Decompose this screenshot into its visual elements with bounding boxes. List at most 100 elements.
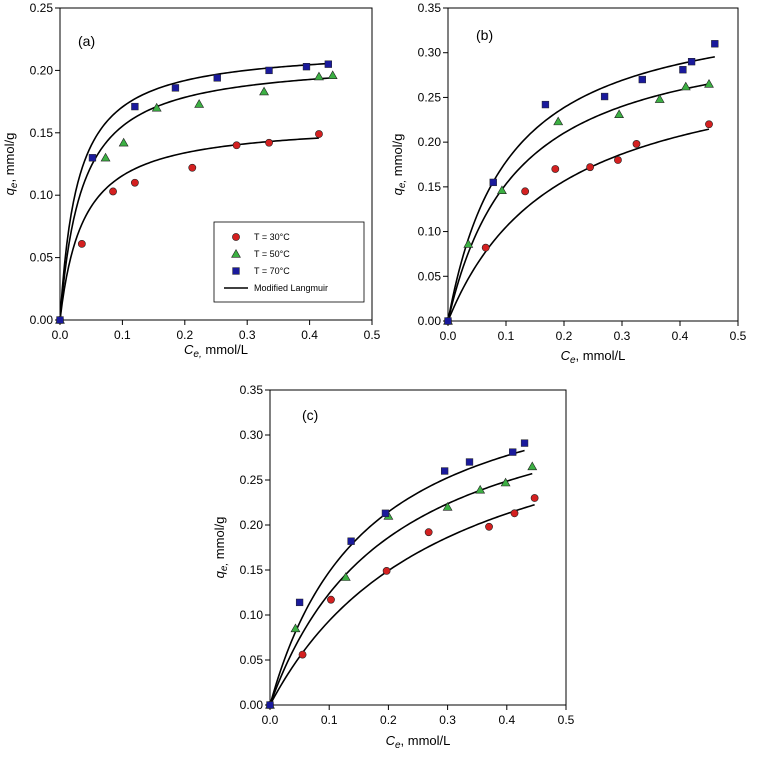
y-tick-label: 0.35 [240,383,264,397]
y-tick-label: 0.15 [30,126,54,140]
x-tick-label: 0.2 [556,329,573,343]
x-tick-label: 0.0 [440,329,457,343]
fit-curve-0 [59,137,320,321]
data-point-s1-1 [463,239,474,248]
x-axis-unit: , mmol/L [576,348,626,363]
y-axis-symbol: q [390,187,405,195]
data-point-s0-5 [614,156,622,164]
plot-frame [269,389,567,706]
x-axis-subscript: e [570,355,576,366]
data-point-s2-1 [489,178,497,187]
data-point-s1-5 [259,86,269,96]
data-point-s0-6 [265,138,273,147]
fit-curve-2 [447,56,715,322]
fit-curve-0 [269,503,535,706]
data-point-s0-7 [530,494,539,502]
data-point-s0-1 [77,239,86,248]
data-point-s0-5 [485,522,493,531]
data-point-s0-1 [298,650,307,659]
data-point-s2-1 [295,598,304,607]
panel-c: 0.0 0.1 0.2 0.3 0.4 0.5 0.00 0.05 0.10 0.15 0.20 0.… [212,383,575,751]
legend-marker-2 [232,267,240,275]
legend-marker-1 [231,248,241,258]
x-tick-label: 0.5 [558,713,575,727]
x-tick-label: 0.0 [262,713,279,727]
x-tick-label: 0.1 [498,329,515,343]
data-point-s1-1 [100,152,111,162]
plot-frame [447,7,739,322]
legend-label-0: T = 30°C [254,232,290,242]
data-point-s2-6 [687,58,696,66]
data-point-s2-2 [541,100,550,109]
data-point-s1-4 [614,109,625,119]
fit-curve-2 [59,62,329,321]
data-point-s2-1 [88,154,97,162]
panel-label: (a) [78,33,95,49]
y-tick-label: 0.00 [418,314,442,328]
y-axis-label: qe, mmol/g [212,517,230,579]
data-point-s1-6 [314,71,324,81]
data-point-s1-5 [475,484,486,494]
x-axis-symbol: C [184,342,194,357]
x-tick-label: 0.5 [364,328,381,342]
y-axis-unit: mmol/g [212,517,227,563]
fit-curve-0 [447,128,710,322]
data-point-s0-4 [424,528,433,537]
data-point-s0-5 [232,141,241,150]
fit-curve-1 [59,77,333,321]
legend-label-2: T = 70°C [254,266,290,276]
legend-marker-0 [232,233,240,241]
data-point-s1-1 [290,623,301,633]
x-tick-label: 0.3 [439,713,456,727]
y-tick-label: 0.10 [418,225,442,239]
data-point-s0-7 [705,120,713,129]
data-point-s2-5 [679,66,687,74]
x-axis-label: Ce, mmol/L [184,342,248,360]
panel-label: (c) [302,407,318,423]
data-point-s0-4 [586,163,594,172]
data-point-s2-3 [600,92,609,101]
data-point-s1-7 [527,461,538,471]
y-axis-subscript: e, [397,180,408,188]
fit-curve-1 [447,83,710,322]
y-tick-label: 0.30 [418,46,442,60]
data-point-s1-2 [497,185,507,195]
data-point-s1-2 [118,137,129,147]
data-point-s0-3 [130,178,139,187]
data-point-s0-4 [188,163,197,172]
panel-label: (b) [476,27,493,43]
fit-curve-1 [269,472,533,706]
data-point-s2-4 [440,467,449,475]
data-point-s0-3 [382,567,391,575]
data-point-s2-0 [444,317,452,325]
data-point-s1-3 [553,116,564,126]
plot-frame [59,7,373,321]
y-axis-subscript: e [9,182,20,188]
x-tick-label: 0.4 [672,329,689,343]
y-axis-unit: , mmol/g [2,133,17,183]
y-tick-label: 0.25 [30,1,54,15]
x-axis-label: Ce, mmol/L [386,733,451,751]
x-axis-symbol: C [561,348,571,363]
data-point-s0-7 [315,130,323,138]
data-point-s1-3 [151,102,162,112]
data-point-s2-0 [56,316,64,324]
data-point-s2-6 [509,448,517,456]
data-point-s2-4 [638,75,646,84]
data-point-s1-6 [500,477,511,487]
y-tick-label: 0.25 [418,90,442,104]
data-point-s0-2 [327,595,335,604]
y-tick-label: 0.15 [240,563,264,577]
y-tick-label: 0.05 [418,269,442,283]
data-point-s0-2 [521,187,530,196]
legend-label-fit: Modified Langmuir [254,283,328,293]
data-point-s1-5 [654,94,665,103]
x-axis-symbol: C [386,733,396,748]
panel-b: 0.0 0.1 0.2 0.3 0.4 0.5 0.00 0.05 0.10 0.15 0.20 0.… [390,1,747,366]
y-tick-label: 0.00 [240,698,264,712]
y-tick-label: 0.05 [240,653,264,667]
x-tick-label: 0.4 [301,328,318,342]
data-point-s1-7 [327,70,338,79]
data-point-s0-3 [551,165,560,173]
data-point-s2-6 [302,63,311,71]
